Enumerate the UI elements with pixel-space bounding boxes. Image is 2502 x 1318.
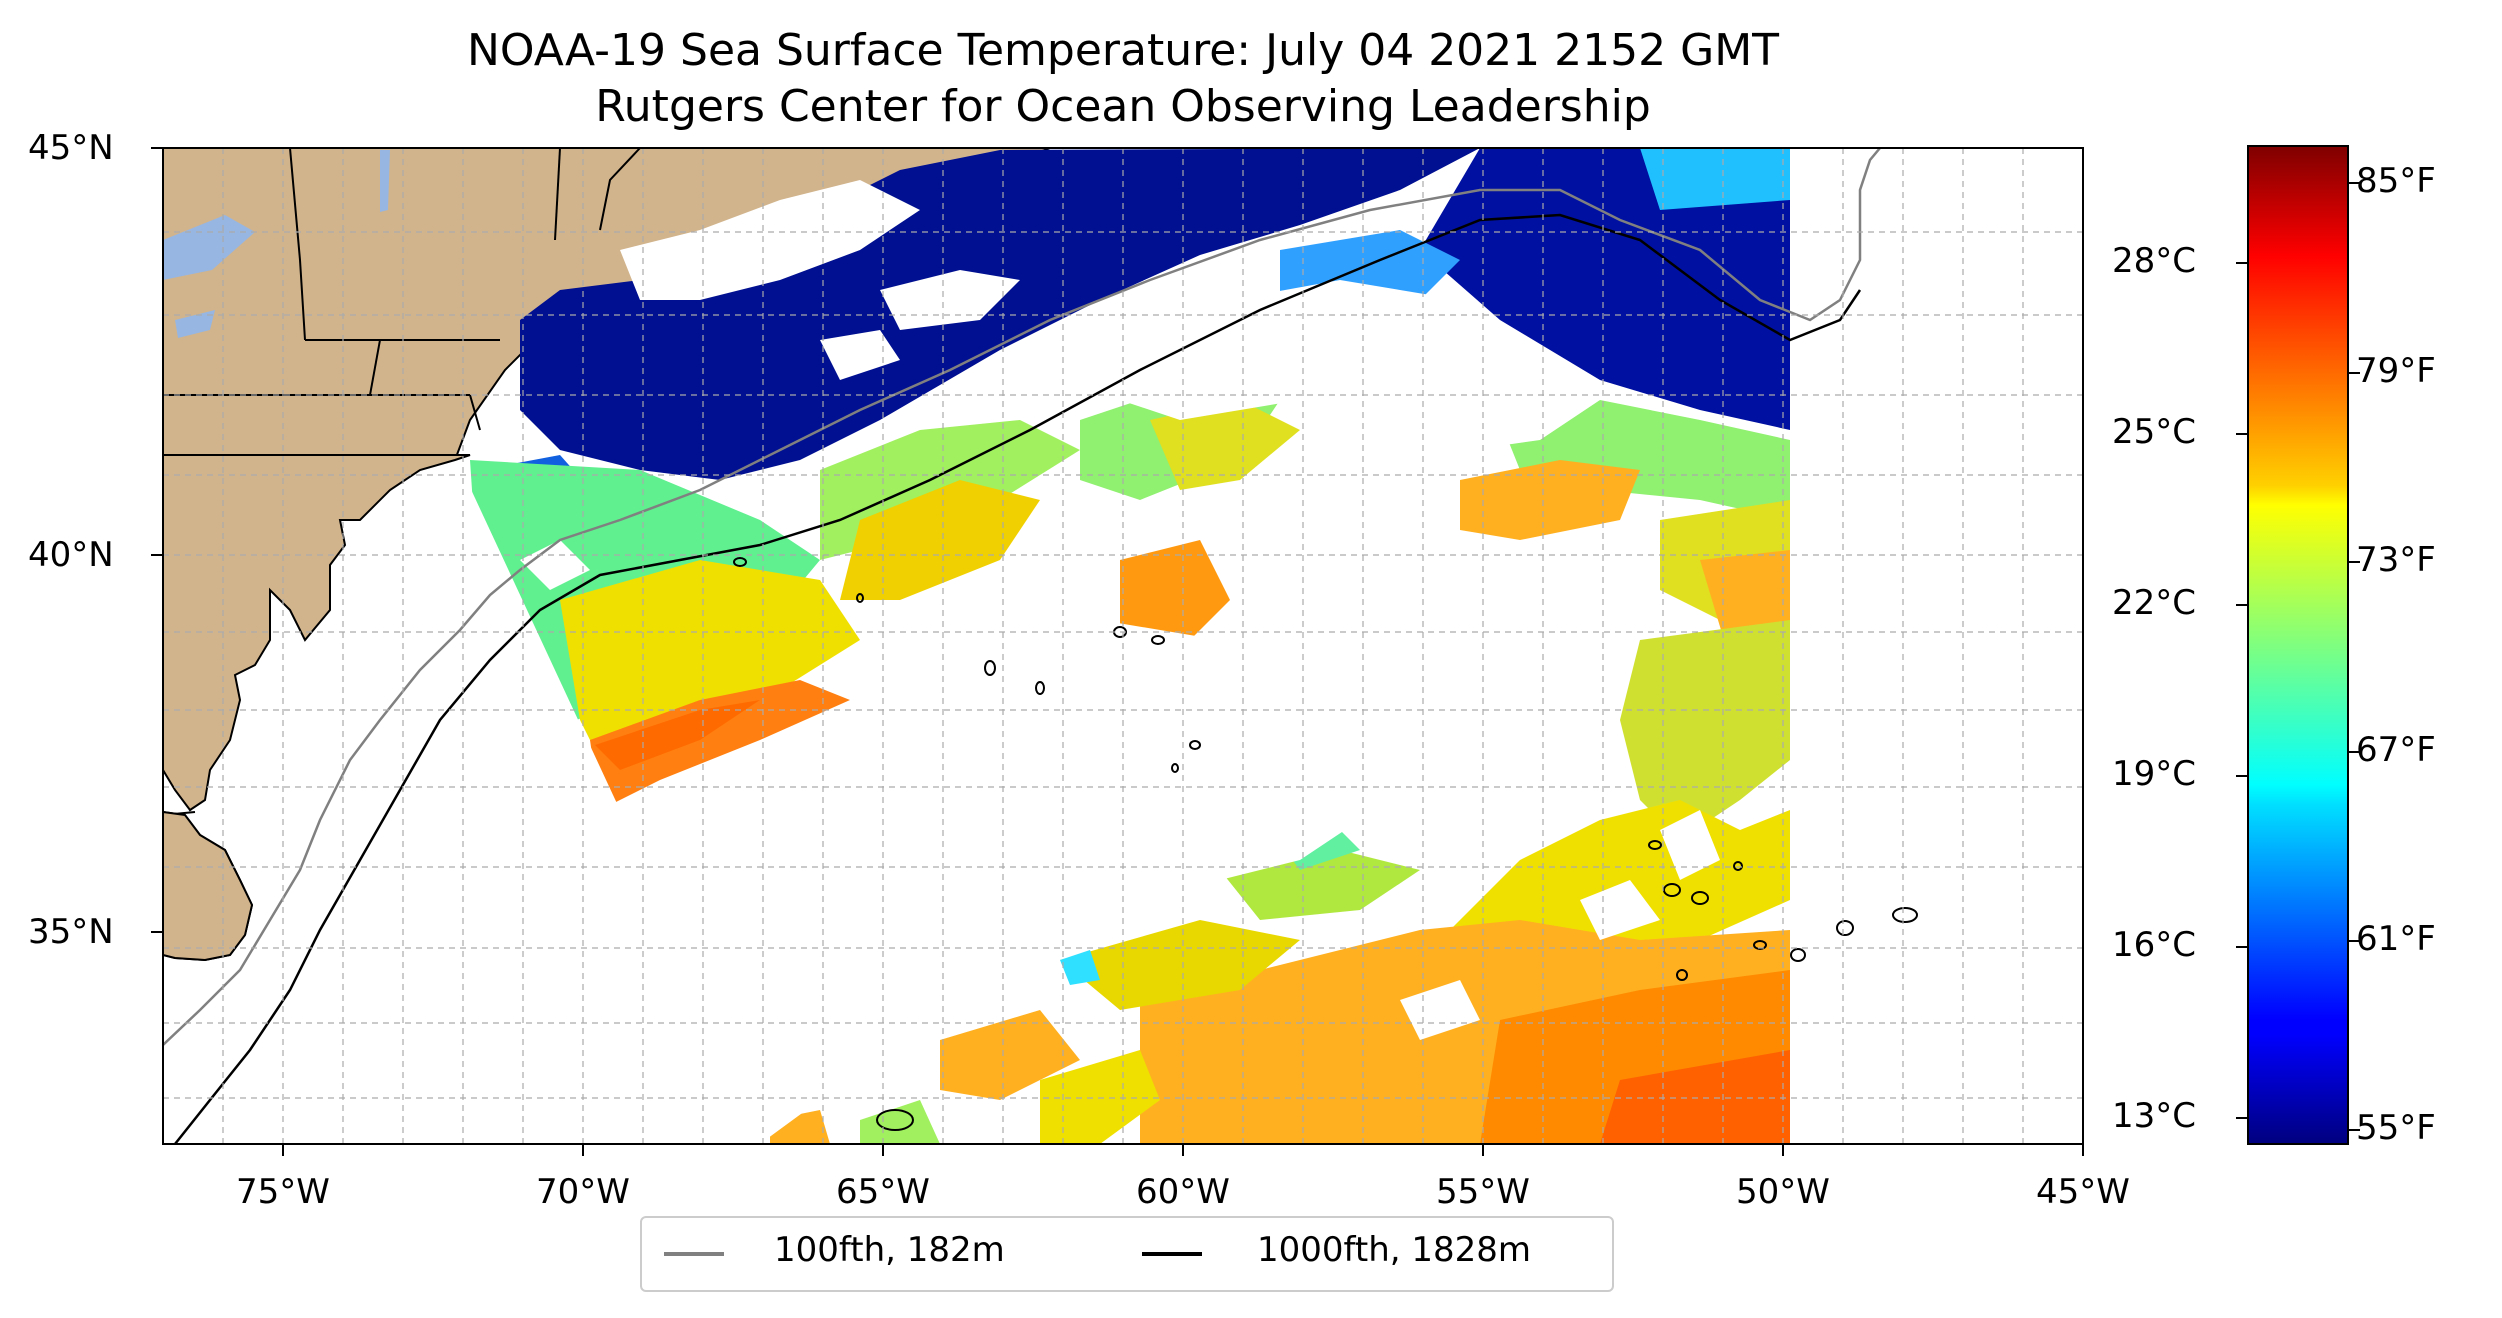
- colorbar-celsius-label: 22°C: [2112, 583, 2197, 623]
- colorbar-fahrenheit-label: 55°F: [2356, 1108, 2436, 1148]
- lon-tick-label: 75°W: [236, 1172, 330, 1212]
- colorbar-celsius-label: 13°C: [2112, 1096, 2197, 1136]
- colorbar: [2247, 145, 2349, 1145]
- lon-tick-label: 55°W: [1436, 1172, 1530, 1212]
- colorbar-celsius-label: 25°C: [2112, 412, 2197, 452]
- chart-title: NOAA-19 Sea Surface Temperature: July 04…: [466, 25, 1780, 76]
- sst-warm-patches: [470, 380, 1790, 1144]
- lake: [380, 150, 390, 212]
- lat-tick-label: 45°N: [28, 128, 114, 168]
- colorbar-fahrenheit-label: 79°F: [2356, 351, 2436, 391]
- lat-tick-label: 35°N: [28, 912, 114, 952]
- isobath-100fth: [163, 148, 1881, 1046]
- legend-swatch-100fth: [664, 1252, 724, 1256]
- legend-label: 1000fth, 1828m: [1257, 1230, 1532, 1270]
- lon-tick-label: 60°W: [1136, 1172, 1230, 1212]
- lon-tick-label: 65°W: [836, 1172, 930, 1212]
- colorbar-fahrenheit-label: 61°F: [2356, 919, 2436, 959]
- colorbar-celsius-label: 28°C: [2112, 241, 2197, 281]
- lon-tick-label: 50°W: [1736, 1172, 1830, 1212]
- legend-swatch-1000fth: [1142, 1252, 1202, 1256]
- lon-tick-label: 70°W: [536, 1172, 630, 1212]
- axis-ticks: [151, 147, 2084, 1156]
- graticule: [163, 148, 2083, 1144]
- colorbar-celsius-label: 19°C: [2112, 754, 2197, 794]
- colorbar-ticks: [2236, 182, 2360, 1131]
- map-frame: [162, 147, 2084, 1145]
- swath-gap-east: [1790, 148, 2083, 1144]
- land-mass-south: [163, 810, 254, 962]
- map-content: [163, 148, 2083, 1144]
- lon-tick-label: 45°W: [2036, 1172, 2130, 1212]
- lake: [163, 215, 255, 280]
- chart-subtitle: Rutgers Center for Ocean Observing Leade…: [595, 81, 1651, 132]
- colorbar-fahrenheit-label: 85°F: [2356, 161, 2436, 201]
- colorbar-fahrenheit-label: 73°F: [2356, 540, 2436, 580]
- lat-tick-label: 40°N: [28, 535, 114, 575]
- legend: 100fth, 182m 1000fth, 1828m: [640, 1216, 1614, 1292]
- land-mass: [163, 454, 471, 812]
- legend-label: 100fth, 182m: [774, 1230, 1005, 1270]
- lake: [175, 310, 215, 338]
- colorbar-fahrenheit-label: 67°F: [2356, 730, 2436, 770]
- colorbar-celsius-label: 16°C: [2112, 925, 2197, 965]
- isobath-1000fth: [174, 213, 1862, 1144]
